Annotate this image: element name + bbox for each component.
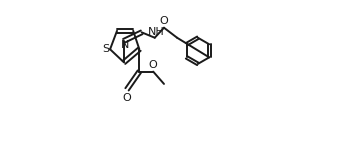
- Text: S: S: [102, 44, 110, 54]
- Text: O: O: [160, 16, 168, 26]
- Text: N: N: [120, 41, 129, 50]
- Text: O: O: [149, 61, 158, 70]
- Text: O: O: [122, 93, 132, 103]
- Text: NH: NH: [148, 27, 165, 37]
